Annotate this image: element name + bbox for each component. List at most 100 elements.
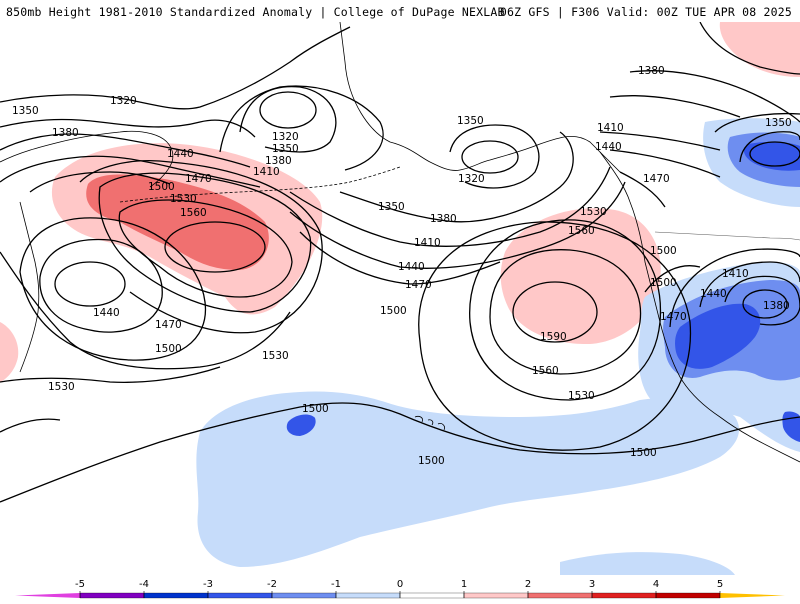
contour-label: 1350 [765, 117, 792, 129]
contour-label: 1500 [302, 403, 329, 415]
contour-1350-ring [239, 85, 337, 153]
contour-1410-pacific-nw [599, 131, 721, 151]
contour-1320-low-center [259, 91, 317, 129]
contour-1530-low [0, 366, 221, 383]
color-scale-segment [335, 592, 401, 599]
negative-anomaly-northeast-core [743, 141, 800, 171]
contour-label: 1560 [568, 225, 595, 237]
contour-label: 1470 [155, 319, 182, 331]
map-header: 850mb Height 1981-2010 Standardized Anom… [0, 0, 800, 22]
contour-label: 1380 [638, 65, 665, 77]
contour-1350-northwest [0, 118, 256, 138]
color-scale: -5 -4 -3 -2 -1 0 1 2 3 4 5 [0, 575, 800, 600]
color-scale-segment [207, 592, 273, 599]
color-scale-ticks: -5 -4 -3 -2 -1 0 1 2 3 4 5 [75, 579, 723, 598]
color-scale-segments [15, 592, 785, 599]
contour-label: 1530 [48, 381, 75, 393]
color-scale-tick-label: -3 [203, 579, 213, 590]
coastline-west-coast [599, 151, 800, 463]
contour-1500-south [0, 402, 800, 503]
contour-label: 1380 [265, 155, 292, 167]
color-scale-segment [655, 592, 721, 599]
positive-anomaly-northeast-pacific [500, 208, 661, 345]
color-scale-tick-label: 0 [397, 579, 403, 590]
contour-label: 1560 [532, 365, 559, 377]
contour-label: 1440 [700, 288, 727, 300]
contour-label: 1530 [568, 390, 595, 402]
color-scale-segment [399, 592, 465, 599]
contour-1380-ring [219, 85, 384, 171]
contour-label: 1560 [180, 207, 207, 219]
contour-label: 1470 [660, 311, 687, 323]
contour-label: 1440 [595, 141, 622, 153]
contour-1410-sw [724, 275, 800, 326]
coastline-japan [19, 201, 40, 373]
contour-1380-east [339, 131, 574, 223]
model-run-info: 06Z GFS | F306 Valid: 00Z TUE APR 08 202… [499, 5, 792, 19]
negative-anomaly-hawaii-spot [286, 414, 316, 436]
contour-label: 1320 [458, 173, 485, 185]
contour-label: 1350 [272, 143, 299, 155]
contour-1500-east [418, 221, 692, 451]
contour-1440-low-west [54, 261, 126, 307]
coastline-hawaii [414, 415, 445, 431]
contour-1440-east [289, 181, 626, 269]
contour-1380-low-sw [742, 289, 788, 319]
negative-anomaly-southwest-us-core [675, 303, 761, 369]
color-scale-tick-label: -1 [331, 579, 341, 590]
positive-anomaly-west-pacific-core [86, 174, 269, 270]
contour-1320-northwest [0, 26, 351, 110]
contour-label: 1470 [643, 173, 670, 185]
contour-label: 1500 [148, 181, 175, 193]
contour-label: 1380 [763, 300, 790, 312]
contour-label: 1470 [405, 279, 432, 291]
color-scale-segment [591, 592, 657, 599]
contour-label: 1470 [185, 173, 212, 185]
positive-anomaly-left-edge [0, 322, 19, 382]
contour-label: 1350 [457, 115, 484, 127]
color-scale-tick-label: 4 [653, 579, 659, 590]
contour-1350-ne [714, 112, 800, 133]
contour-1320-low-east [461, 140, 519, 174]
contour-label: 1500 [380, 305, 407, 317]
contour-1350-east-ring [449, 124, 540, 189]
contour-label: 1500 [155, 343, 182, 355]
color-scale-tick-label: -5 [75, 579, 85, 590]
contour-label-layer: 1320 1350 1380 1320 1350 1380 1410 1440 … [12, 65, 792, 467]
contour-label: 1530 [170, 193, 197, 205]
color-scale-tick-label: -4 [139, 579, 149, 590]
color-scale-tick-label: 1 [461, 579, 467, 590]
anomaly-map: 1320 1350 1380 1320 1350 1380 1410 1440 … [0, 22, 800, 575]
contour-label: 1380 [430, 213, 457, 225]
contour-1380-northwest [0, 133, 251, 168]
color-scale-segment [143, 592, 209, 599]
contour-label: 1590 [540, 331, 567, 343]
contour-label: 1320 [272, 131, 299, 143]
color-scale-high-arrow [720, 593, 785, 598]
contour-label: 1410 [722, 268, 749, 280]
contour-label: 1500 [418, 455, 445, 467]
color-scale-segment [79, 592, 145, 599]
negative-anomaly-central-pacific [196, 391, 740, 567]
contour-1590-high [512, 281, 598, 343]
map-title: 850mb Height 1981-2010 Standardized Anom… [6, 5, 505, 19]
map-panel: 1320 1350 1380 1320 1350 1380 1410 1440 … [0, 22, 800, 575]
contour-1530-far-west [0, 418, 61, 433]
contour-1470-west [79, 160, 323, 334]
contour-1500-west [98, 172, 312, 313]
contour-1470-east [299, 231, 501, 285]
contour-label: 1410 [597, 122, 624, 134]
coastlines [0, 22, 800, 463]
contour-1530-east [469, 219, 662, 401]
contour-label: 1530 [262, 350, 289, 362]
color-scale-tick-label: -2 [267, 579, 277, 590]
contour-label: 1440 [398, 261, 425, 273]
color-scale-segment [527, 592, 593, 599]
contour-1440-pacific-nw [609, 149, 721, 178]
contour-1560-east [489, 249, 642, 375]
positive-anomaly-top-right [719, 22, 800, 77]
contour-1290-low-ne [749, 141, 800, 167]
negative-anomaly-southeast-corner [560, 552, 735, 575]
color-scale-segment [463, 592, 529, 599]
color-scale-segment [271, 592, 337, 599]
